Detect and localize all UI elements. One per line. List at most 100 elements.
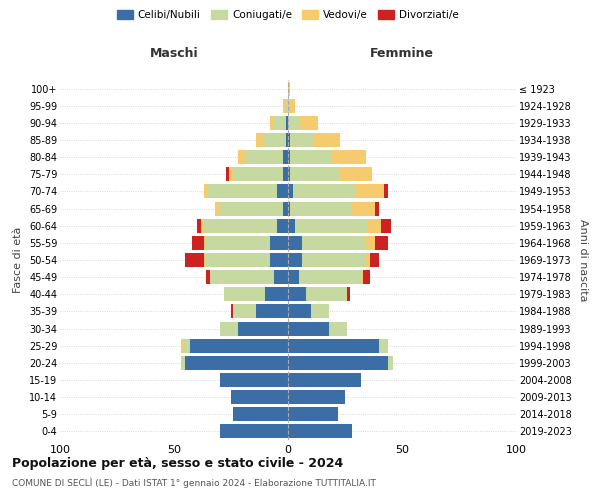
Bar <box>288 288 306 302</box>
Bar <box>374 202 379 215</box>
Bar <box>185 253 203 267</box>
Bar <box>192 236 203 250</box>
Bar <box>256 133 263 147</box>
Bar <box>283 168 288 181</box>
Bar <box>370 253 379 267</box>
Bar <box>288 424 352 438</box>
Bar <box>288 202 290 215</box>
Bar <box>231 390 288 404</box>
Bar <box>288 304 311 318</box>
Bar <box>288 98 290 112</box>
Bar <box>211 270 274 284</box>
Bar <box>203 236 206 250</box>
Bar <box>183 338 190 352</box>
Bar <box>384 184 388 198</box>
Bar <box>238 150 245 164</box>
Bar <box>311 304 329 318</box>
Bar <box>274 270 288 284</box>
Bar <box>306 288 347 302</box>
Bar <box>299 116 317 130</box>
Bar <box>288 133 290 147</box>
Text: COMUNE DI SECLÌ (LE) - Dati ISTAT 1° gennaio 2024 - Elaborazione TUTTITALIA.IT: COMUNE DI SECLÌ (LE) - Dati ISTAT 1° gen… <box>12 478 376 488</box>
Bar <box>288 82 290 96</box>
Bar <box>274 116 286 130</box>
Bar <box>206 253 270 267</box>
Bar <box>374 236 388 250</box>
Bar <box>215 202 220 215</box>
Bar <box>229 168 233 181</box>
Bar <box>288 168 290 181</box>
Bar <box>265 288 288 302</box>
Bar <box>238 322 288 336</box>
Y-axis label: Fasce di età: Fasce di età <box>13 227 23 293</box>
Bar <box>277 184 288 198</box>
Bar <box>290 98 295 112</box>
Bar <box>288 338 379 352</box>
Bar <box>263 133 286 147</box>
Bar <box>379 338 388 352</box>
Bar <box>313 133 340 147</box>
Bar <box>220 373 288 387</box>
Bar <box>206 236 270 250</box>
Bar <box>233 304 256 318</box>
Bar <box>365 236 374 250</box>
Bar <box>181 356 185 370</box>
Text: Femmine: Femmine <box>370 47 434 60</box>
Bar <box>208 184 277 198</box>
Bar <box>181 338 183 352</box>
Bar <box>356 184 384 198</box>
Bar <box>352 202 374 215</box>
Bar <box>347 288 350 302</box>
Bar <box>302 236 365 250</box>
Y-axis label: Anni di nascita: Anni di nascita <box>578 219 589 301</box>
Bar <box>220 322 238 336</box>
Bar <box>226 168 229 181</box>
Bar <box>220 202 283 215</box>
Bar <box>197 218 202 232</box>
Bar <box>286 116 288 130</box>
Bar <box>270 116 274 130</box>
Bar <box>270 236 288 250</box>
Bar <box>245 150 283 164</box>
Bar <box>288 184 293 198</box>
Bar <box>288 150 290 164</box>
Bar <box>185 356 288 370</box>
Bar <box>202 218 203 232</box>
Bar <box>233 168 283 181</box>
Bar <box>290 202 352 215</box>
Bar <box>220 424 288 438</box>
Bar <box>288 253 302 267</box>
Bar <box>290 168 340 181</box>
Bar <box>331 150 365 164</box>
Bar <box>286 133 288 147</box>
Bar <box>190 338 288 352</box>
Bar <box>203 253 206 267</box>
Bar <box>256 304 288 318</box>
Bar <box>270 253 288 267</box>
Bar <box>288 356 388 370</box>
Bar <box>233 408 288 422</box>
Legend: Celibi/Nubili, Coniugati/e, Vedovi/e, Divorziati/e: Celibi/Nubili, Coniugati/e, Vedovi/e, Di… <box>113 6 463 25</box>
Bar <box>224 288 265 302</box>
Text: Maschi: Maschi <box>149 47 199 60</box>
Bar <box>288 116 299 130</box>
Bar <box>329 322 347 336</box>
Bar <box>361 270 363 284</box>
Bar <box>368 218 382 232</box>
Bar <box>388 356 393 370</box>
Bar <box>288 390 345 404</box>
Bar <box>288 218 295 232</box>
Bar <box>302 253 365 267</box>
Bar <box>203 218 277 232</box>
Bar <box>365 253 370 267</box>
Bar <box>231 304 233 318</box>
Bar <box>363 270 370 284</box>
Bar <box>299 270 361 284</box>
Bar <box>382 218 391 232</box>
Bar <box>293 184 356 198</box>
Bar <box>206 270 211 284</box>
Bar <box>283 202 288 215</box>
Bar <box>283 150 288 164</box>
Bar <box>288 408 338 422</box>
Bar <box>340 168 373 181</box>
